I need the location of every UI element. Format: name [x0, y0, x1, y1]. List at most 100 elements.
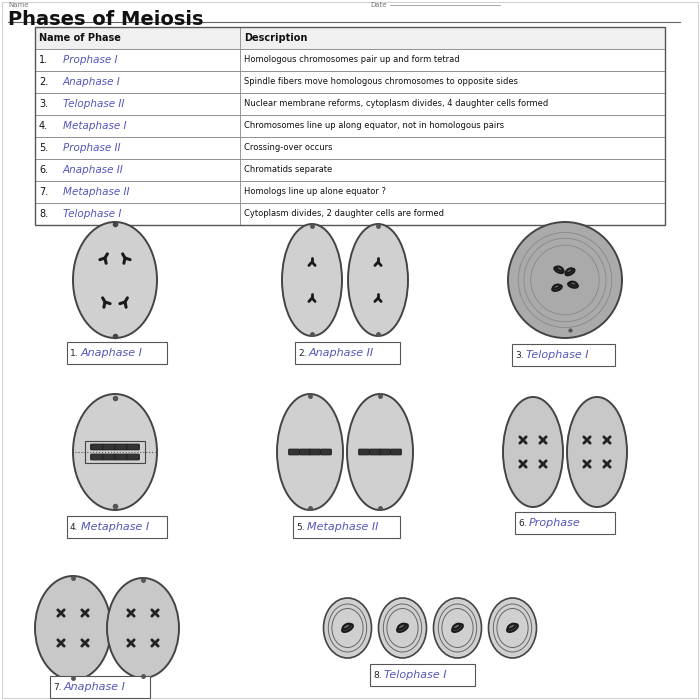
Text: Anaphase II: Anaphase II — [309, 348, 374, 358]
Bar — [512, 344, 615, 366]
Ellipse shape — [556, 267, 563, 271]
Text: Anaphase I: Anaphase I — [81, 348, 143, 358]
Text: Prophase I: Prophase I — [63, 55, 118, 65]
Text: Telophase I: Telophase I — [384, 670, 447, 680]
Ellipse shape — [489, 598, 536, 658]
Ellipse shape — [453, 624, 461, 629]
Ellipse shape — [397, 624, 408, 632]
Text: Spindle fibers move homologous chromosomes to opposite sides: Spindle fibers move homologous chromosom… — [244, 78, 518, 87]
Bar — [35, 115, 665, 137]
Ellipse shape — [347, 394, 413, 510]
Ellipse shape — [570, 281, 577, 286]
Bar — [67, 516, 167, 538]
FancyBboxPatch shape — [127, 444, 139, 450]
Text: Homologous chromosomes pair up and form tetrad: Homologous chromosomes pair up and form … — [244, 55, 460, 64]
Bar — [35, 203, 665, 225]
Bar — [35, 181, 665, 203]
Bar — [35, 159, 665, 181]
FancyBboxPatch shape — [370, 449, 380, 455]
Text: 5.: 5. — [296, 522, 304, 531]
Bar — [67, 342, 167, 364]
FancyBboxPatch shape — [321, 449, 331, 455]
Text: 6.: 6. — [518, 519, 526, 528]
Bar — [515, 512, 615, 534]
Ellipse shape — [282, 224, 342, 336]
Text: 8.: 8. — [373, 671, 382, 680]
Ellipse shape — [342, 624, 353, 632]
Text: Telophase II: Telophase II — [63, 99, 125, 109]
FancyBboxPatch shape — [115, 444, 127, 450]
Bar — [370, 664, 475, 686]
Ellipse shape — [452, 624, 463, 632]
Text: Crossing-over occurs: Crossing-over occurs — [244, 144, 332, 153]
Ellipse shape — [398, 624, 405, 629]
Text: 3.: 3. — [39, 99, 48, 109]
Text: 5.: 5. — [39, 143, 48, 153]
Text: Prophase: Prophase — [529, 518, 581, 528]
FancyBboxPatch shape — [91, 444, 104, 450]
Text: 1.: 1. — [39, 55, 48, 65]
Bar — [35, 27, 665, 225]
Text: 2.: 2. — [298, 349, 307, 358]
Ellipse shape — [566, 269, 575, 275]
Text: Homologs line up alone equator ?: Homologs line up alone equator ? — [244, 188, 386, 197]
Text: 3.: 3. — [515, 351, 524, 360]
Text: Name: Name — [8, 2, 29, 8]
Text: 7.: 7. — [39, 187, 48, 197]
Text: 4.: 4. — [70, 522, 78, 531]
FancyBboxPatch shape — [103, 454, 116, 460]
FancyBboxPatch shape — [391, 449, 401, 455]
Text: Metaphase II: Metaphase II — [63, 187, 130, 197]
Ellipse shape — [553, 285, 560, 288]
Bar — [35, 137, 665, 159]
Text: Phases of Meiosis: Phases of Meiosis — [8, 10, 204, 29]
FancyBboxPatch shape — [127, 454, 139, 460]
Ellipse shape — [508, 624, 515, 629]
Text: Chromatids separate: Chromatids separate — [244, 165, 332, 174]
Ellipse shape — [433, 598, 482, 658]
Bar — [50, 676, 150, 698]
Text: Metaphase II: Metaphase II — [307, 522, 379, 532]
FancyBboxPatch shape — [309, 449, 321, 455]
Bar — [293, 516, 400, 538]
FancyBboxPatch shape — [115, 454, 127, 460]
Text: Metaphase I: Metaphase I — [81, 522, 149, 532]
Text: Date: Date — [370, 2, 386, 8]
FancyBboxPatch shape — [358, 449, 370, 455]
Ellipse shape — [379, 598, 426, 658]
Bar — [85, 441, 145, 463]
Ellipse shape — [343, 624, 351, 629]
FancyBboxPatch shape — [103, 444, 116, 450]
Text: Name of Phase: Name of Phase — [39, 33, 121, 43]
Text: 4.: 4. — [39, 121, 48, 131]
FancyBboxPatch shape — [300, 449, 310, 455]
Ellipse shape — [35, 576, 111, 680]
Ellipse shape — [568, 282, 578, 288]
Text: Telophase I: Telophase I — [526, 350, 589, 360]
Bar — [295, 342, 400, 364]
Ellipse shape — [348, 224, 408, 336]
Text: Description: Description — [244, 33, 307, 43]
Ellipse shape — [508, 222, 622, 338]
Text: 6.: 6. — [39, 165, 48, 175]
Ellipse shape — [554, 267, 564, 273]
FancyBboxPatch shape — [91, 454, 104, 460]
Ellipse shape — [552, 285, 562, 291]
Text: Telophase I: Telophase I — [63, 209, 121, 219]
Ellipse shape — [503, 397, 563, 507]
Text: Nuclear membrane reforms, cytoplasm divides, 4 daughter cells formed: Nuclear membrane reforms, cytoplasm divi… — [244, 99, 548, 108]
Text: 8.: 8. — [39, 209, 48, 219]
Text: Anaphase II: Anaphase II — [63, 165, 124, 175]
Bar — [35, 27, 665, 49]
Text: Cytoplasm divides, 2 daughter cells are formed: Cytoplasm divides, 2 daughter cells are … — [244, 209, 444, 218]
Text: Anaphase I: Anaphase I — [63, 77, 120, 87]
Text: Anaphase I: Anaphase I — [64, 682, 126, 692]
Ellipse shape — [507, 624, 518, 632]
Text: 7.: 7. — [53, 682, 62, 692]
Ellipse shape — [73, 222, 157, 338]
Ellipse shape — [566, 268, 573, 273]
Ellipse shape — [73, 394, 157, 510]
Text: Prophase II: Prophase II — [63, 143, 120, 153]
Bar — [35, 71, 665, 93]
Bar — [35, 93, 665, 115]
